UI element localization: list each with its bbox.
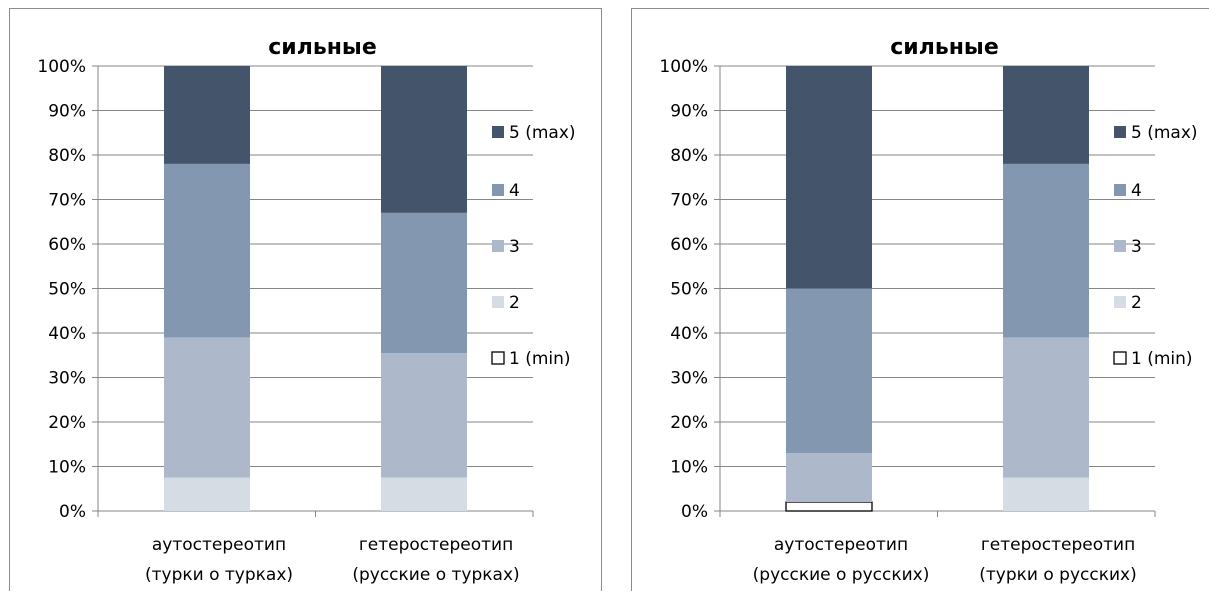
legend-swatch	[1114, 184, 1126, 196]
y-tick-label: 50%	[670, 280, 708, 300]
bar-segment	[164, 66, 250, 164]
y-tick-label: 0%	[59, 502, 86, 522]
chart-title: сильные	[890, 35, 999, 60]
y-tick-label: 60%	[670, 235, 708, 255]
legend-label: 4	[1131, 181, 1142, 201]
y-tick-label: 100%	[37, 57, 86, 77]
chart-title: сильные	[268, 35, 377, 60]
legend-swatch	[492, 296, 504, 308]
y-tick-label: 10%	[670, 458, 708, 478]
x-category-label: гетеростереотип	[359, 535, 513, 555]
x-category-label: (русские о турках)	[352, 565, 519, 585]
bar-segment	[381, 353, 467, 478]
legend-swatch	[491, 351, 505, 365]
y-tick-label: 50%	[48, 280, 86, 300]
legend-label: 2	[1131, 293, 1142, 313]
bar-segment	[1003, 66, 1089, 164]
bar-segment	[785, 501, 873, 512]
bar-segment	[164, 337, 250, 478]
y-tick-label: 30%	[670, 369, 708, 389]
bar-segment	[786, 453, 872, 503]
y-tick-label: 80%	[670, 146, 708, 166]
legend-label: 1 (min)	[1131, 349, 1193, 369]
x-category-label: (турки о русских)	[979, 565, 1136, 585]
bar-segment	[1003, 163, 1089, 338]
x-category-label: аутостереотип	[152, 535, 286, 555]
legend-swatch	[1114, 240, 1126, 252]
y-tick-label: 70%	[48, 191, 86, 211]
legend-label: 5 (max)	[509, 123, 576, 143]
stacked-bar-chart-left: сильные 0% 10% 20% 30% 40% 50% 60% 70% 80% 90% 100%…	[37, 35, 576, 585]
x-category-label: аутостереотип	[774, 535, 908, 555]
y-tick-label: 80%	[48, 146, 86, 166]
x-category-label: (турки о турках)	[145, 565, 293, 585]
y-tick-label: 100%	[659, 57, 708, 77]
y-tick-label: 90%	[48, 102, 86, 122]
legend-swatch	[1114, 126, 1126, 138]
bar-segment	[786, 288, 872, 454]
legend-swatch	[492, 126, 504, 138]
y-tick-label: 90%	[670, 102, 708, 122]
y-tick-label: 60%	[48, 235, 86, 255]
legend-swatch	[1113, 351, 1127, 365]
legend-label: 3	[509, 237, 520, 257]
bar-segment	[381, 477, 467, 511]
bar-segment	[164, 477, 250, 511]
legend-label: 3	[1131, 237, 1142, 257]
x-category-label: гетеростереотип	[981, 535, 1135, 555]
bar-segment	[786, 66, 872, 289]
bar-segment	[381, 66, 467, 213]
legend-label: 2	[509, 293, 520, 313]
legend-label: 1 (min)	[509, 349, 571, 369]
bar-segment	[381, 212, 467, 354]
legend-label: 4	[509, 181, 520, 201]
chart-panel-left: сильные 0% 10% 20% 30% 40% 50% 60% 70% 80% 90% 100%…	[9, 8, 602, 591]
y-tick-label: 40%	[48, 324, 86, 344]
bar-segment	[1003, 337, 1089, 478]
stacked-bar-chart-right: сильные 0% 10% 20% 30% 40% 50% 60% 70% 80% 90% 100%…	[659, 35, 1198, 585]
legend-swatch	[1114, 296, 1126, 308]
x-category-label: (русские о русских)	[753, 565, 930, 585]
y-tick-label: 10%	[48, 458, 86, 478]
legend-label: 5 (max)	[1131, 123, 1198, 143]
y-tick-label: 30%	[48, 369, 86, 389]
y-tick-label: 70%	[670, 191, 708, 211]
legend-swatch	[492, 184, 504, 196]
y-tick-label: 20%	[48, 413, 86, 433]
y-tick-label: 40%	[670, 324, 708, 344]
chart-panel-right: сильные 0% 10% 20% 30% 40% 50% 60% 70% 80% 90% 100%…	[631, 8, 1209, 591]
legend-swatch	[492, 240, 504, 252]
bar-segment	[164, 163, 250, 338]
bar-segment	[1003, 477, 1089, 511]
y-tick-label: 0%	[681, 502, 708, 522]
y-tick-label: 20%	[670, 413, 708, 433]
